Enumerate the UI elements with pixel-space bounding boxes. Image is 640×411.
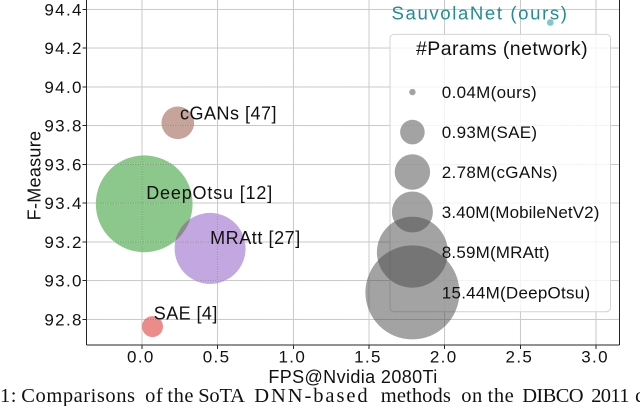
svg-text:SoTA: SoTA	[198, 385, 245, 406]
svg-text:93.6: 93.6	[44, 155, 83, 174]
svg-text:da: da	[635, 385, 640, 406]
svg-text:94.0: 94.0	[44, 78, 83, 97]
svg-text:1.5: 1.5	[354, 348, 382, 367]
svg-text:0.04M(ours): 0.04M(ours)	[442, 83, 537, 102]
svg-text:SauvolaNet (ours): SauvolaNet (ours)	[392, 3, 569, 24]
svg-text:8.59M(MRAtt): 8.59M(MRAtt)	[442, 243, 550, 262]
svg-text:DNN-based: DNN-based	[254, 385, 369, 406]
svg-text:94.2: 94.2	[44, 39, 83, 58]
svg-text:0.93M(SAE): 0.93M(SAE)	[442, 123, 538, 142]
svg-text:93.8: 93.8	[44, 117, 83, 136]
svg-text:DIBCO: DIBCO	[522, 385, 583, 406]
svg-text:0.0: 0.0	[127, 348, 155, 367]
svg-text:92.8: 92.8	[44, 310, 83, 329]
svg-text:0.5: 0.5	[203, 348, 231, 367]
svg-text:93.2: 93.2	[44, 233, 83, 252]
svg-text:15.44M(DeepOtsu): 15.44M(DeepOtsu)	[442, 283, 591, 302]
svg-text:SAE [4]: SAE [4]	[154, 304, 218, 324]
svg-text:93.4: 93.4	[44, 194, 83, 213]
svg-text:the: the	[488, 385, 515, 406]
svg-text:F-Measure: F-Measure	[25, 131, 45, 221]
svg-text:DeepOtsu [12]: DeepOtsu [12]	[146, 183, 273, 203]
svg-text:1.0: 1.0	[278, 348, 306, 367]
svg-text:of: of	[145, 385, 163, 406]
svg-text:the: the	[167, 385, 194, 406]
svg-text:on: on	[461, 385, 483, 406]
svg-text:MRAtt [27]: MRAtt [27]	[210, 228, 301, 248]
svg-text:cGANs [47]: cGANs [47]	[180, 104, 277, 124]
svg-text:1:: 1:	[0, 385, 17, 406]
svg-text:2011: 2011	[591, 385, 629, 406]
svg-text:94.4: 94.4	[44, 0, 83, 19]
svg-text:Comparisons: Comparisons	[21, 385, 135, 406]
svg-text:methods: methods	[381, 385, 451, 406]
svg-text:3.0: 3.0	[581, 348, 609, 367]
svg-text:2.0: 2.0	[430, 348, 458, 367]
svg-text:93.0: 93.0	[44, 272, 83, 291]
svg-text:FPS@Nvidia 2080Ti: FPS@Nvidia 2080Ti	[268, 367, 437, 387]
svg-text:3.40M(MobileNetV2): 3.40M(MobileNetV2)	[442, 203, 600, 222]
svg-text:2.5: 2.5	[506, 348, 534, 367]
svg-text:#Params (network): #Params (network)	[416, 38, 588, 60]
svg-text:2.78M(cGANs): 2.78M(cGANs)	[442, 163, 558, 182]
